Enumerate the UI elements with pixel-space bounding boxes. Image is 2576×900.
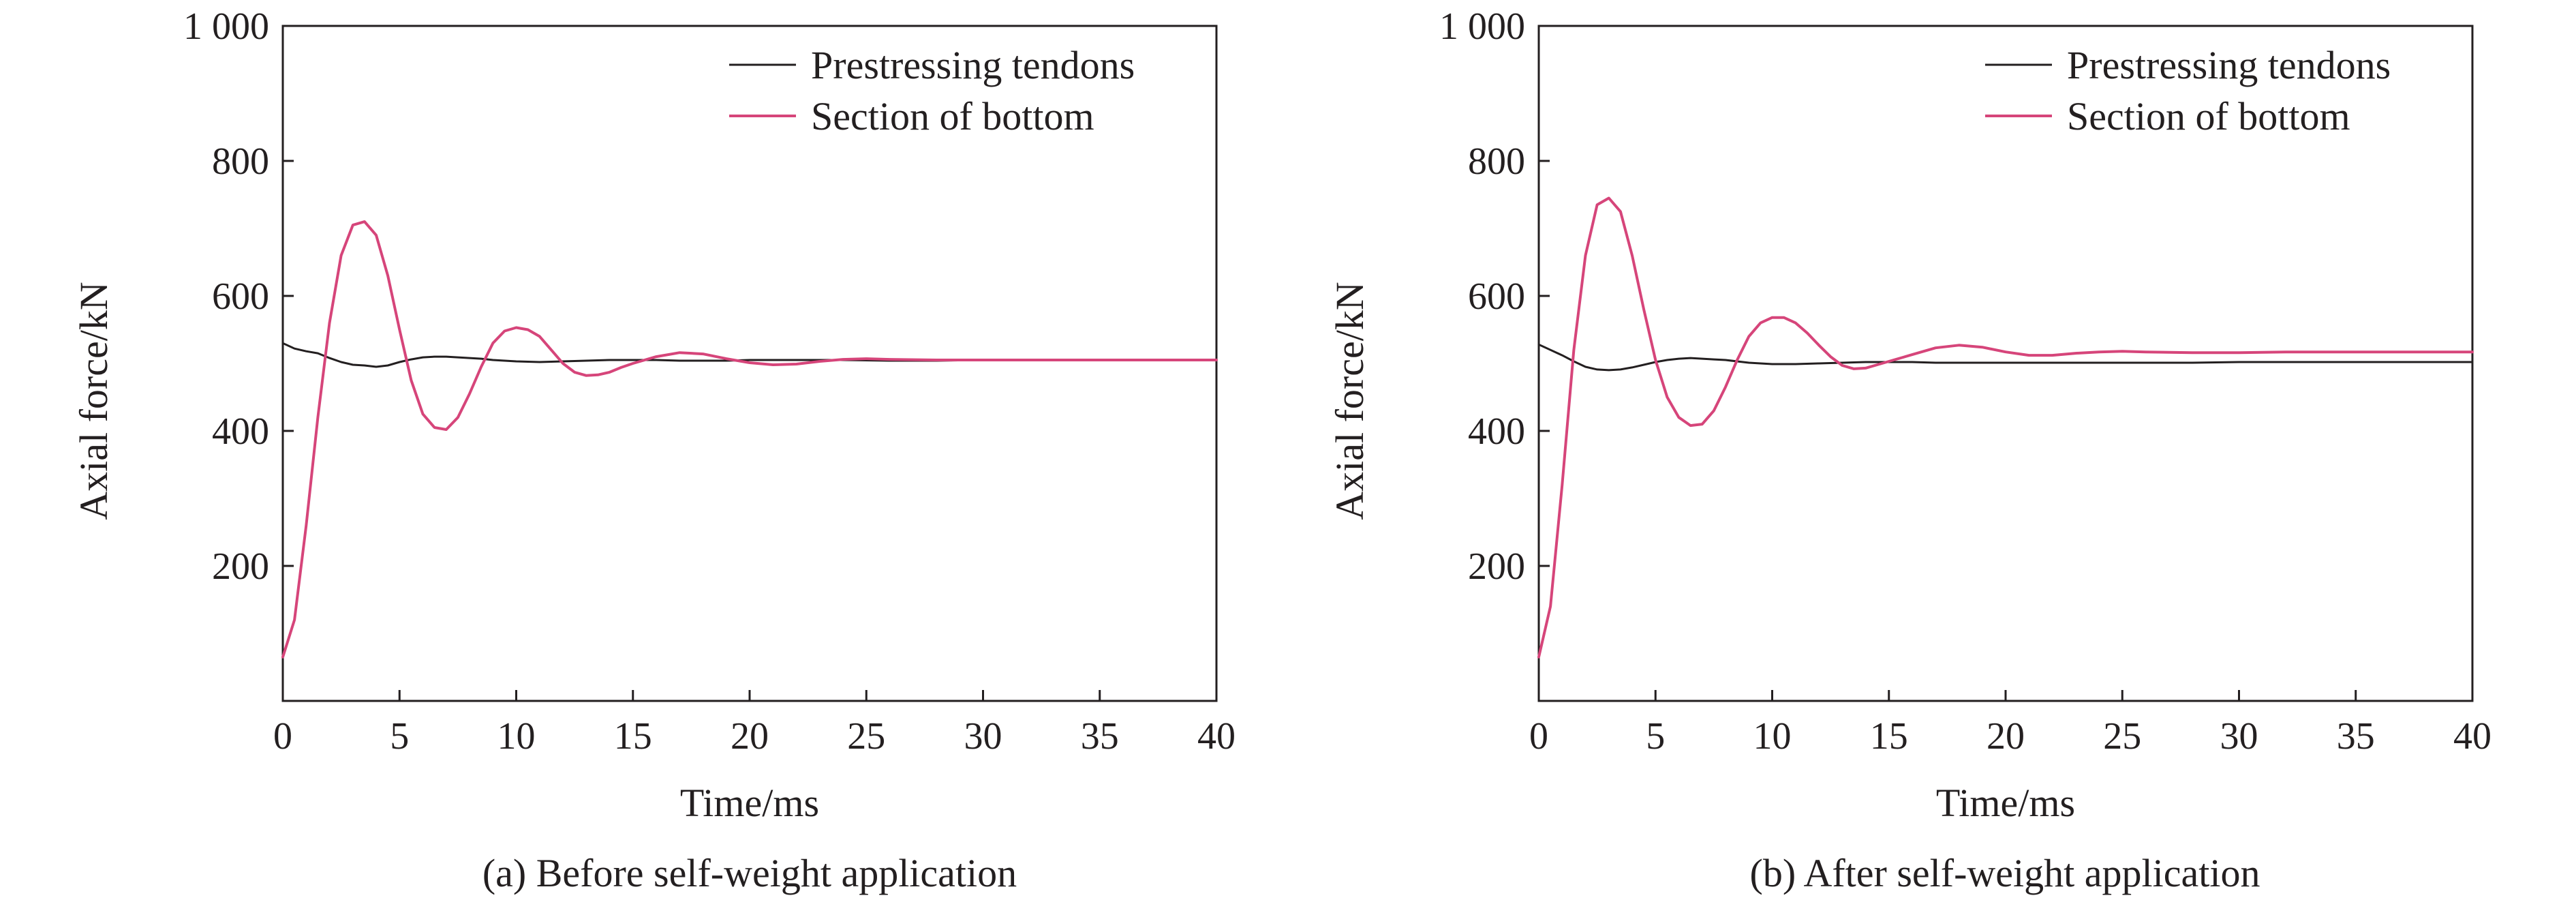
x-tick-label: 35 xyxy=(1081,715,1119,758)
x-tick-label: 0 xyxy=(273,715,292,758)
legend-label: Prestressing tendons xyxy=(811,43,1135,87)
series-line-section-of-bottom xyxy=(1537,196,2474,659)
y-tick-label: 200 xyxy=(1468,545,1525,588)
y-tick-label: 400 xyxy=(212,410,269,453)
series-line-section-of-bottom xyxy=(281,220,1218,659)
legend-label: Section of bottom xyxy=(811,94,1094,138)
panel-caption: (a) Before self-weight application xyxy=(482,851,1017,895)
x-tick-label: 10 xyxy=(497,715,536,758)
x-tick-label: 30 xyxy=(964,715,1002,758)
x-axis-title: Time/ms xyxy=(1936,781,2075,825)
x-tick-label: 0 xyxy=(1529,715,1548,758)
y-tick-label: 200 xyxy=(212,545,269,588)
x-tick-label: 20 xyxy=(731,715,769,758)
x-tick-label: 5 xyxy=(390,715,409,758)
x-tick-label: 15 xyxy=(1870,715,1908,758)
legend-label: Section of bottom xyxy=(2067,94,2350,138)
x-tick-label: 25 xyxy=(2103,715,2141,758)
x-tick-label: 25 xyxy=(847,715,885,758)
x-axis-title: Time/ms xyxy=(680,781,819,825)
x-tick-label: 40 xyxy=(2453,715,2491,758)
x-tick-label: 35 xyxy=(2337,715,2375,758)
y-tick-label: 600 xyxy=(212,275,269,318)
y-tick-label: 600 xyxy=(1468,275,1525,318)
x-tick-label: 30 xyxy=(2220,715,2258,758)
y-tick-label: 1 000 xyxy=(1439,5,1525,48)
y-axis-title: Axial force/kN xyxy=(72,282,116,520)
x-tick-label: 5 xyxy=(1646,715,1665,758)
legend-label: Prestressing tendons xyxy=(2067,43,2391,87)
x-tick-label: 15 xyxy=(614,715,652,758)
y-tick-label: 1 000 xyxy=(183,5,269,48)
y-axis-title: Axial force/kN xyxy=(1328,282,1372,520)
x-tick-label: 40 xyxy=(1197,715,1236,758)
y-tick-label: 800 xyxy=(1468,140,1525,183)
x-tick-label: 10 xyxy=(1753,715,1792,758)
y-tick-label: 800 xyxy=(212,140,269,183)
panel-caption: (b) After self-weight application xyxy=(1750,851,2260,895)
chart-panel-a: 0 5 10 15 20 25 30 35 40 200 400 600 800 1 000 Time/ms… xyxy=(72,5,1236,895)
chart-panel-b: 0 5 10 15 20 25 30 35 40 200 400 600 800 1 000 Time/ms… xyxy=(1328,5,2491,895)
series-line-prestressing-tendons xyxy=(1537,343,2474,372)
x-tick-label: 20 xyxy=(1987,715,2025,758)
y-tick-label: 400 xyxy=(1468,410,1525,453)
